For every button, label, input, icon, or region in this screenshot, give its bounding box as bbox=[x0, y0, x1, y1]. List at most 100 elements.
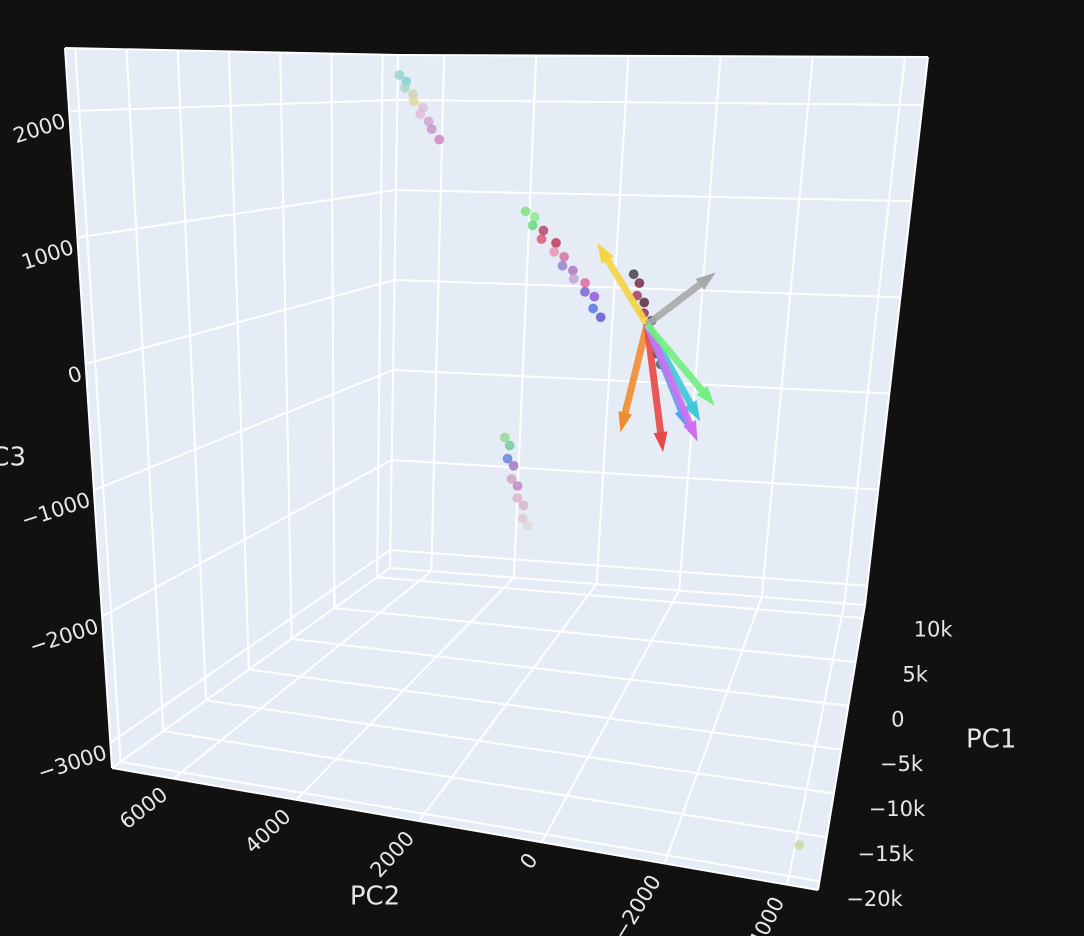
grid-line bbox=[377, 576, 863, 620]
z-axis-title: PC3 bbox=[0, 443, 26, 473]
box-edge bbox=[64, 47, 113, 769]
grid-line bbox=[390, 549, 868, 587]
depth-tick-label: −20k bbox=[846, 887, 903, 911]
box-edge bbox=[397, 54, 929, 58]
depth-tick-label: −15k bbox=[857, 842, 914, 866]
point bbox=[504, 440, 515, 451]
vector-head bbox=[618, 411, 633, 433]
loading-vector bbox=[597, 242, 650, 327]
grid-line bbox=[93, 369, 394, 492]
grid-line bbox=[172, 570, 432, 780]
grid-line bbox=[248, 668, 842, 751]
point bbox=[506, 473, 517, 484]
box-edge bbox=[389, 567, 866, 606]
point bbox=[794, 840, 805, 851]
box-edge bbox=[111, 567, 391, 769]
grid-line bbox=[393, 369, 890, 395]
vector-shaft bbox=[643, 323, 696, 432]
grid-line bbox=[69, 99, 398, 113]
point bbox=[538, 225, 549, 236]
point bbox=[399, 82, 410, 93]
grid-line bbox=[163, 730, 827, 839]
vector-shaft bbox=[644, 276, 709, 328]
point bbox=[508, 460, 519, 471]
point bbox=[520, 206, 531, 217]
point bbox=[529, 211, 540, 222]
grid-line bbox=[176, 50, 208, 701]
grid-line bbox=[418, 583, 598, 822]
point bbox=[549, 246, 560, 257]
grid-line bbox=[595, 55, 630, 585]
depth-tick-label: 5k bbox=[902, 662, 928, 686]
grid-line bbox=[334, 607, 856, 663]
grid-line bbox=[395, 189, 912, 203]
vector-head bbox=[597, 242, 614, 264]
scene-marks bbox=[394, 70, 805, 851]
depth-tick-label: 10k bbox=[914, 617, 954, 641]
vector-shaft bbox=[600, 251, 650, 327]
grid-line bbox=[330, 53, 336, 609]
point bbox=[518, 500, 529, 511]
point bbox=[517, 513, 528, 524]
grid-line bbox=[843, 56, 906, 604]
point bbox=[499, 432, 510, 443]
depth-tick-label: −5k bbox=[880, 752, 924, 776]
point bbox=[551, 237, 562, 248]
point bbox=[426, 123, 437, 134]
grid-line bbox=[77, 189, 397, 239]
grid-line bbox=[291, 637, 849, 707]
box-edge bbox=[64, 47, 399, 56]
point bbox=[527, 220, 538, 231]
vector-shaft bbox=[644, 322, 710, 399]
grid-line bbox=[279, 52, 293, 639]
vector-head bbox=[695, 272, 716, 291]
loading-vector bbox=[644, 322, 715, 406]
grid-line bbox=[397, 99, 923, 107]
vector-shaft bbox=[619, 323, 651, 422]
scene-walls bbox=[65, 48, 928, 890]
grid-line bbox=[391, 459, 879, 491]
box-edge bbox=[864, 56, 929, 606]
grid-line bbox=[663, 596, 763, 864]
vector-head bbox=[696, 385, 715, 406]
point bbox=[512, 492, 523, 503]
point bbox=[639, 297, 650, 308]
box-edge bbox=[389, 54, 399, 569]
grid-line bbox=[120, 760, 820, 883]
x-axis-title: PC2 bbox=[350, 882, 400, 912]
grid-line bbox=[109, 549, 391, 744]
point bbox=[567, 265, 578, 276]
grid-line bbox=[678, 56, 722, 591]
point bbox=[557, 260, 568, 271]
point bbox=[408, 96, 419, 107]
point bbox=[634, 278, 645, 289]
depth-tick-label: 0 bbox=[891, 707, 904, 731]
point bbox=[434, 134, 445, 145]
box-edge bbox=[817, 604, 866, 891]
loading-vector bbox=[643, 324, 668, 453]
grid-line bbox=[295, 576, 515, 801]
wall bbox=[65, 48, 398, 768]
wall bbox=[390, 55, 928, 605]
grid-line bbox=[394, 279, 901, 299]
point bbox=[588, 303, 599, 314]
depth-axis-title: PC1 bbox=[966, 725, 1016, 755]
point bbox=[512, 480, 523, 491]
vector-head bbox=[684, 400, 701, 422]
grid-line bbox=[205, 699, 835, 795]
grid-line bbox=[376, 54, 384, 578]
point bbox=[415, 109, 426, 120]
loading-vector bbox=[644, 272, 716, 328]
point bbox=[589, 291, 600, 302]
grid-line bbox=[85, 279, 395, 365]
point bbox=[522, 520, 533, 531]
loading-vector bbox=[643, 323, 698, 442]
grid-line bbox=[101, 459, 393, 618]
grid-line bbox=[74, 48, 122, 762]
point bbox=[568, 273, 579, 284]
point bbox=[579, 286, 590, 297]
grid-line bbox=[760, 56, 814, 598]
grid-line bbox=[125, 49, 165, 732]
